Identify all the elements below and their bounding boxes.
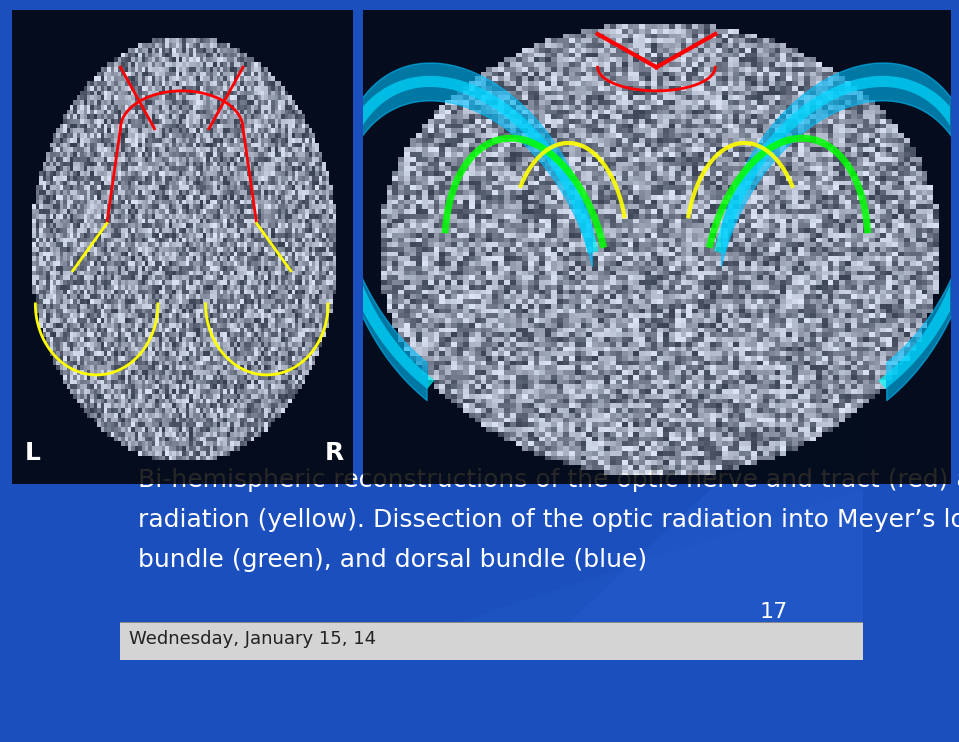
Text: bundle (green), and dorsal bundle (blue): bundle (green), and dorsal bundle (blue)	[138, 548, 647, 572]
Text: Wednesday, January 15, 14: Wednesday, January 15, 14	[129, 630, 376, 648]
Text: L: L	[25, 441, 41, 464]
FancyBboxPatch shape	[120, 622, 863, 660]
Text: R: R	[325, 441, 344, 464]
Text: 17: 17	[760, 602, 788, 622]
Polygon shape	[343, 489, 863, 660]
Text: Bi-hemispheric reconstructions of the optic nerve and tract (red) as well as of : Bi-hemispheric reconstructions of the op…	[138, 468, 959, 493]
Polygon shape	[528, 346, 863, 660]
Text: radiation (yellow). Dissection of the optic radiation into Meyer’s loop (yellow): radiation (yellow). Dissection of the op…	[138, 508, 959, 533]
